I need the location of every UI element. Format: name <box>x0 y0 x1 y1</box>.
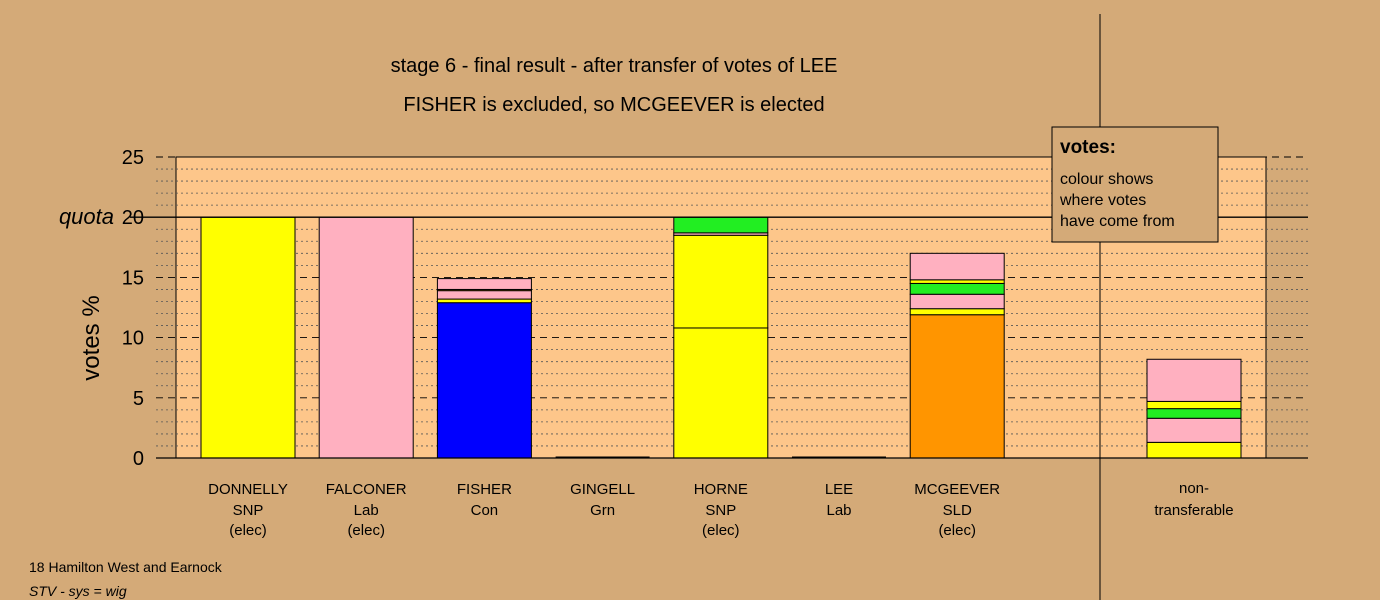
quota-label: quota <box>59 204 114 229</box>
bar-segment <box>673 234 769 329</box>
non-transferable-label: non- <box>1179 480 1209 497</box>
non-transferable-label: transferable <box>1154 502 1233 519</box>
bar-segment <box>1146 358 1242 402</box>
candidate-name: MCGEEVER <box>914 481 1000 498</box>
candidate-name: FALCONER <box>326 481 407 498</box>
bar-segment <box>436 302 532 459</box>
y-tick-label: 0 <box>133 448 144 470</box>
bar-fisher <box>436 278 532 459</box>
bar-segment <box>909 293 1005 310</box>
legend-line: colour shows <box>1060 171 1153 188</box>
bar-segment <box>1146 408 1242 419</box>
candidate-name: DONNELLY <box>208 481 288 498</box>
bars <box>200 216 1242 459</box>
legend-box <box>1051 126 1219 243</box>
y-tick-label: 20 <box>122 207 144 229</box>
bar-segment <box>436 278 532 290</box>
bar-segment <box>909 252 1005 281</box>
bar-donnelly <box>200 216 296 459</box>
candidate-party: Lab <box>826 502 851 519</box>
candidate-name: FISHER <box>457 481 512 498</box>
bar-segment <box>436 298 532 304</box>
y-tick-label: 5 <box>133 388 144 410</box>
bar-segment <box>909 279 1005 284</box>
candidate-party: SNP <box>705 502 736 519</box>
bar-segment <box>673 216 769 234</box>
bar-segment <box>1146 400 1242 410</box>
bar-segment <box>673 327 769 459</box>
bar-segment <box>318 216 414 459</box>
y-tick-label: 10 <box>122 328 144 350</box>
y-tick-label: 15 <box>122 267 144 289</box>
bar-segment <box>1146 441 1242 459</box>
bar-falconer <box>318 216 414 459</box>
candidate-party: Lab <box>354 502 379 519</box>
candidate-party: Con <box>471 502 499 519</box>
bar-non-transferable <box>1146 358 1242 459</box>
candidate-status: (elec) <box>702 522 740 539</box>
candidate-name: GINGELL <box>570 481 635 498</box>
candidate-party: SLD <box>943 502 972 519</box>
category-labels: DONNELLY SNP (elec) FALCONER Lab (elec) FISHER… <box>208 480 1233 539</box>
y-axis-label: votes % <box>78 295 105 380</box>
bar-segment <box>436 290 532 300</box>
candidate-party: Grn <box>590 502 615 519</box>
candidate-status: (elec) <box>229 522 267 539</box>
bar-segment <box>909 282 1005 295</box>
legend-line: have come from <box>1060 213 1175 230</box>
bar-segment <box>909 308 1005 316</box>
chart-title: stage 6 - final result - after transfer … <box>391 55 838 77</box>
y-tick-label: 25 <box>122 147 144 169</box>
bar-segment <box>1146 417 1242 443</box>
legend: votes: colour shows where votes have com… <box>1051 126 1219 243</box>
system-label: STV - sys = wig <box>29 583 127 599</box>
legend-line: where votes <box>1059 192 1146 209</box>
candidate-status: (elec) <box>347 522 385 539</box>
candidate-name: HORNE <box>694 481 748 498</box>
bar-segment <box>200 216 296 459</box>
bar-mcgeever <box>909 252 1005 459</box>
axes: 0 5 10 15 20 25 <box>122 14 1308 600</box>
candidate-party: SNP <box>233 502 264 519</box>
legend-title: votes: <box>1060 137 1116 158</box>
constituency-label: 18 Hamilton West and Earnock <box>29 559 223 575</box>
bar-segment <box>909 314 1005 459</box>
bar-horne <box>673 216 769 459</box>
candidate-name: LEE <box>825 481 853 498</box>
chart-subtitle: FISHER is excluded, so MCGEEVER is elect… <box>403 94 824 116</box>
candidate-status: (elec) <box>938 522 976 539</box>
